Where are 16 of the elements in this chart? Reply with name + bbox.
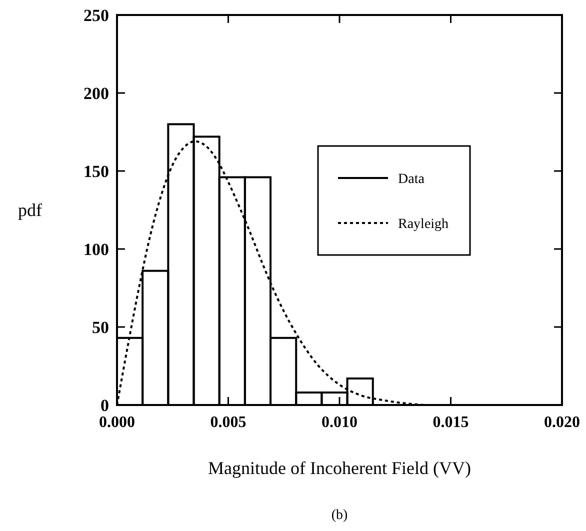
y-tick-label: 50 [92,318,109,337]
y-tick-label: 0 [100,396,109,415]
legend-label: Rayleigh [398,217,449,232]
y-tick-label: 250 [84,6,109,25]
x-tick-label: 0.010 [322,414,358,431]
x-tick-label: 0.020 [544,414,580,431]
x-tick-label: 0.015 [432,414,469,431]
x-tick-label: 0.000 [99,414,135,431]
y-tick-label: 150 [84,162,109,181]
y-tick-label: 100 [84,240,109,259]
text: (b) [331,508,348,523]
x-axis-title: Magnitude of Incoherent Field (VV) [208,458,471,478]
x-tick-label: 0.005 [210,414,246,431]
y-axis-title: pdf [18,200,42,220]
legend-label: Data [398,172,426,187]
y-tick-label: 200 [84,84,109,103]
